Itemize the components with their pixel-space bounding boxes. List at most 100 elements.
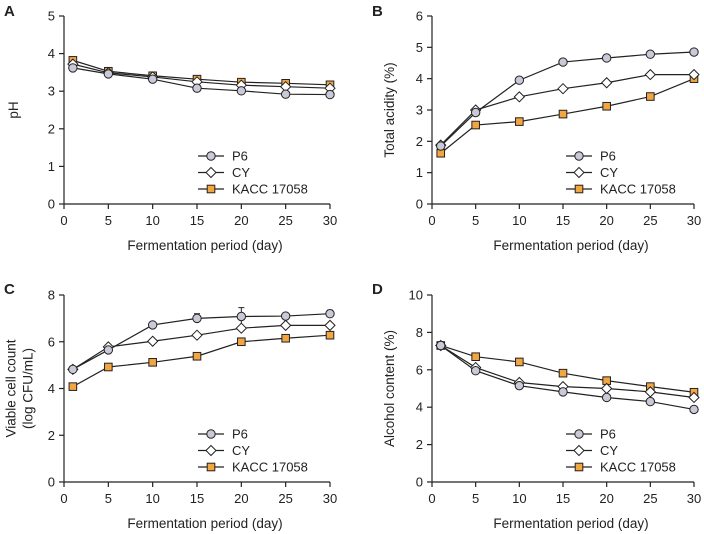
legend-label: CY: [232, 165, 250, 180]
legend-label: CY: [232, 443, 250, 458]
data-point-square: [471, 120, 480, 130]
legend-label: KACC 17058: [600, 182, 676, 197]
legend-label: P6: [232, 427, 248, 442]
data-point-circle: [514, 380, 525, 391]
data-point-diamond: [191, 329, 203, 341]
legend-marker-square: [206, 462, 216, 472]
legend-marker-square: [206, 184, 216, 194]
legend-marker-square: [574, 184, 584, 194]
data-point-diamond: [146, 335, 159, 347]
y-tick-label: 4: [416, 400, 423, 415]
data-point-circle: [325, 309, 335, 319]
data-point-square: [515, 117, 524, 126]
panel-letter: C: [4, 281, 15, 298]
chart-panel-a: A 0 1 2 3 4 5 0 5 10 15 20 25 30 Fermentation period (…: [4, 3, 337, 253]
legend-label: P6: [600, 427, 616, 442]
x-axis-label: Fermentation period (day): [493, 238, 648, 253]
series-line-circle: [72, 313, 331, 370]
data-point-square: [558, 368, 568, 378]
legend-marker-circle: [206, 151, 216, 161]
legend-marker-diamond: [205, 166, 217, 179]
data-point-circle: [280, 311, 291, 321]
x-tick-label: 20: [234, 213, 248, 228]
legend-marker-diamond: [573, 166, 585, 179]
data-point-circle: [470, 366, 481, 376]
data-point-circle: [192, 313, 202, 324]
y-tick-label: 2: [416, 437, 423, 452]
x-tick-label: 0: [428, 491, 435, 506]
x-tick-label: 20: [234, 491, 248, 506]
x-axis-label: Fermentation period (day): [493, 516, 648, 531]
x-tick-label: 10: [512, 491, 526, 506]
panel-letter: A: [4, 3, 15, 20]
data-point-circle: [689, 47, 699, 57]
data-point-circle: [68, 364, 78, 375]
y-tick-label: 6: [416, 362, 423, 377]
data-point-square: [281, 333, 290, 343]
data-point-square: [558, 109, 568, 119]
x-tick-label: 25: [278, 491, 292, 506]
data-point-diamond: [513, 91, 526, 103]
data-point-circle: [280, 89, 291, 99]
y-tick-label: 2: [416, 134, 423, 149]
legend-label: KACC 17058: [600, 460, 676, 475]
data-point-circle: [147, 320, 158, 330]
y-tick-label: 4: [48, 381, 55, 396]
data-point-circle: [436, 141, 446, 151]
data-point-diamond: [235, 322, 248, 334]
data-point-circle: [558, 57, 568, 67]
data-point-circle: [236, 86, 247, 96]
data-point-circle: [236, 311, 247, 322]
y-tick-label: 0: [416, 197, 423, 212]
y-tick-label: 3: [416, 103, 423, 118]
data-point-square: [148, 358, 157, 367]
y-axis-label: Viable cell count: [4, 339, 19, 437]
data-point-circle: [514, 75, 525, 85]
y-tick-label: 3: [48, 84, 55, 99]
y-tick-label: 1: [48, 159, 55, 174]
legend-label: CY: [600, 443, 618, 458]
legend-label: KACC 17058: [232, 460, 308, 475]
series-line-square: [72, 334, 331, 388]
data-point-diamond: [279, 319, 292, 332]
data-point-diamond: [600, 382, 613, 395]
data-point-circle: [645, 396, 656, 407]
x-tick-label: 15: [190, 491, 204, 506]
data-point-diamond: [600, 77, 613, 89]
data-point-diamond: [324, 319, 336, 332]
x-tick-label: 10: [145, 491, 159, 506]
y-tick-label: 8: [48, 288, 55, 303]
x-tick-label: 0: [60, 491, 67, 506]
data-point-square: [237, 337, 246, 347]
legend-marker-circle: [574, 151, 584, 161]
data-point-circle: [325, 89, 335, 100]
x-tick-label: 20: [599, 491, 613, 506]
x-tick-label: 30: [687, 491, 701, 506]
data-point-diamond: [557, 82, 569, 95]
x-tick-label: 5: [472, 213, 479, 228]
y-axis-label: Total acidity (%): [382, 62, 397, 157]
chart-panel-b: B 0 1 2 3 4 5 6 0 5 10 15 20 25 30 Fermentation period …: [372, 3, 701, 253]
data-point-circle: [470, 107, 481, 118]
data-point-square: [515, 357, 524, 367]
y-tick-label: 2: [48, 428, 55, 443]
x-tick-label: 10: [145, 213, 159, 228]
y-tick-label: 1: [416, 165, 423, 180]
x-tick-label: 25: [643, 213, 657, 228]
data-point-circle: [645, 49, 656, 59]
y-axis-label: pH: [6, 101, 21, 118]
y-tick-label: 5: [48, 9, 55, 24]
x-tick-label: 5: [105, 491, 112, 506]
data-point-square: [192, 351, 202, 361]
chart-panel-d: D 0 2 4 6 8 10 0 5 10 15 20 25 30 Fermentation period …: [372, 281, 701, 531]
data-point-circle: [558, 387, 568, 397]
data-point-diamond: [644, 68, 657, 81]
data-point-circle: [689, 404, 699, 415]
legend-marker-diamond: [573, 444, 585, 457]
legend-marker-circle: [574, 429, 584, 439]
